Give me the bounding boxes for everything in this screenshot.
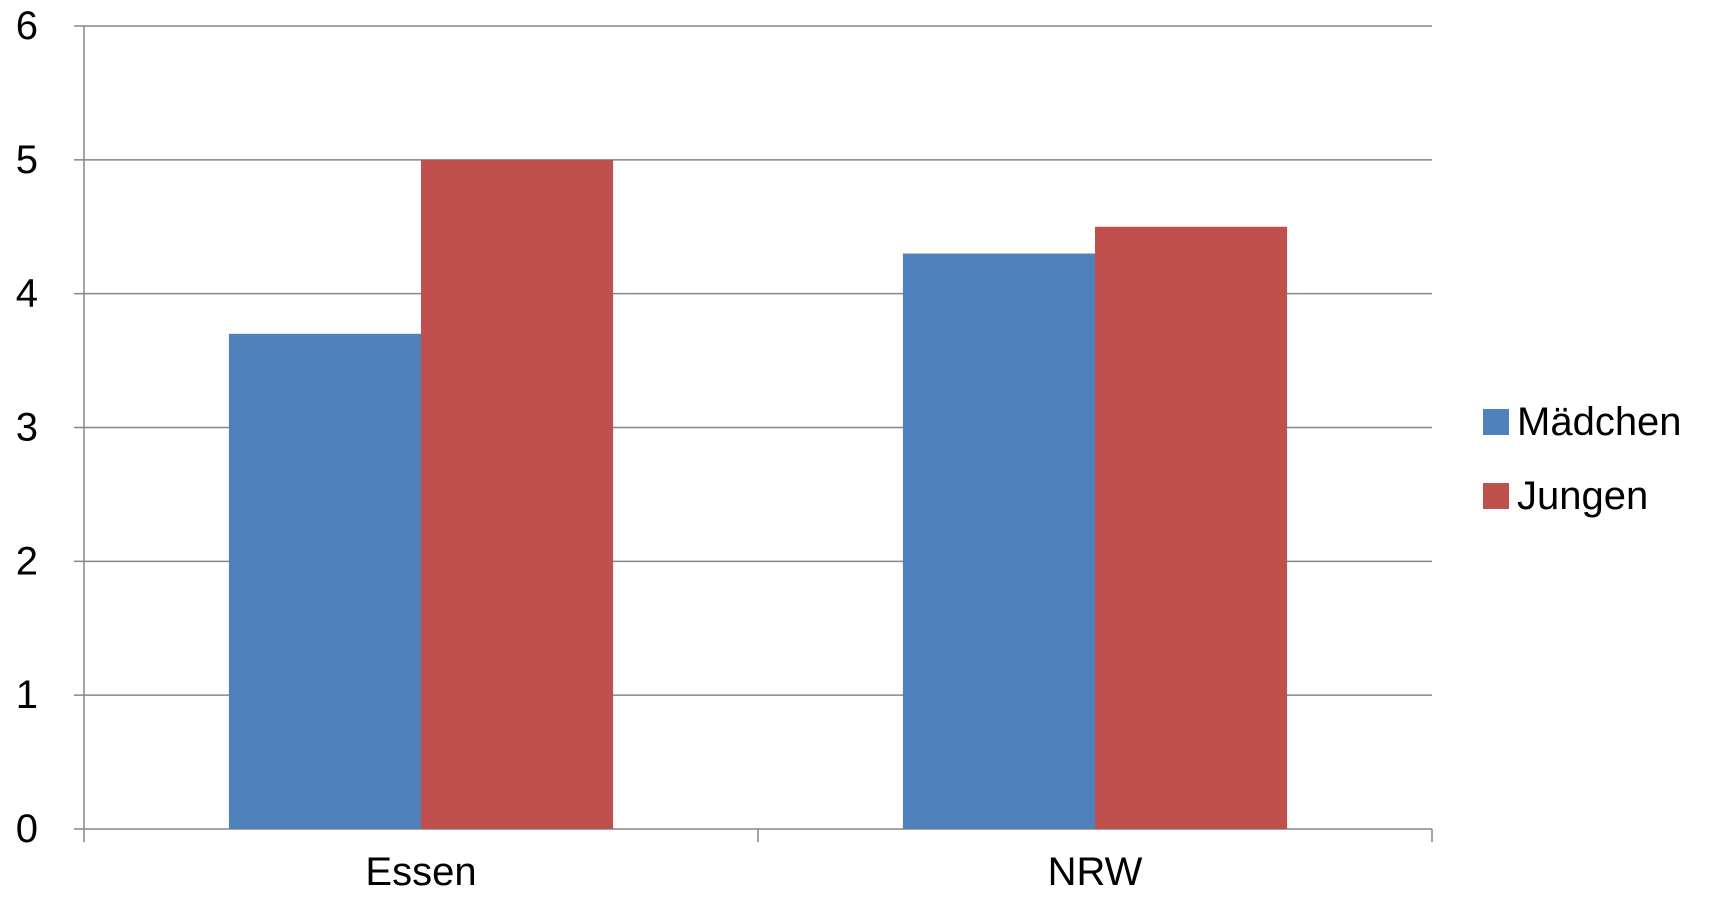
legend-label: Mädchen xyxy=(1517,400,1682,444)
bar-jungen-nrw xyxy=(1095,226,1288,829)
x-category-labels: Essen NRW xyxy=(365,850,1142,894)
y-tick-label: 5 xyxy=(16,138,38,182)
y-tick-label: 2 xyxy=(16,539,38,583)
legend-label: Jungen xyxy=(1517,474,1648,518)
x-category-label: Essen xyxy=(365,850,476,894)
y-tick-labels: 0 1 2 3 4 5 6 xyxy=(16,4,38,851)
legend: Mädchen Jungen xyxy=(1483,400,1682,518)
y-tick-label: 3 xyxy=(16,406,38,450)
bars xyxy=(228,159,1288,830)
y-tick-label: 6 xyxy=(16,4,38,48)
bar-mädchen-nrw xyxy=(902,253,1095,829)
legend-swatch-jungen xyxy=(1483,483,1509,509)
y-tick-label: 4 xyxy=(16,272,38,316)
y-tick-label: 1 xyxy=(16,673,38,717)
x-category-label: NRW xyxy=(1048,850,1143,894)
y-tick-label: 0 xyxy=(16,807,38,851)
bar-jungen-essen xyxy=(421,159,614,830)
legend-swatch-mädchen xyxy=(1483,409,1509,435)
bar-mädchen-essen xyxy=(228,333,421,829)
